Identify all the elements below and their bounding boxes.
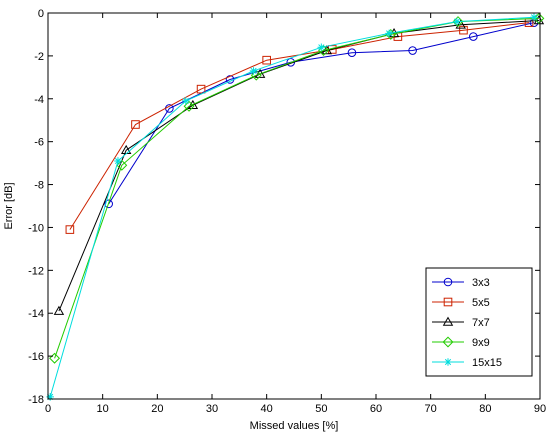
y-axis-title: Error [dB]	[3, 182, 15, 229]
series-line-3x3	[108, 22, 535, 205]
data-point-15x15-3	[249, 67, 258, 75]
data-point-15x15-2	[181, 97, 190, 105]
legend-entry-9x9: 9x9	[432, 336, 490, 349]
x-tick-label: 0	[45, 403, 51, 415]
data-point-3x3-0	[104, 199, 113, 209]
legend-marker-7x7	[442, 316, 454, 326]
legend-marker-5x5	[443, 297, 453, 307]
data-point-5x5-6	[459, 25, 468, 35]
y-tick-label: -14	[28, 308, 44, 320]
legend-marker-3x3	[443, 277, 453, 287]
data-point-15x15-7	[530, 13, 538, 22]
data-point-3x3-4	[347, 48, 357, 57]
legend-marker-15x15	[444, 358, 452, 366]
x-tick-label: 50	[315, 403, 327, 415]
legend-entry-15x15: 15x15	[432, 357, 502, 369]
legend: 3x3 5x5 7x7 9x9 15x15	[425, 267, 533, 377]
data-point-15x15-1	[114, 157, 122, 165]
y-tick-label: -16	[28, 351, 44, 363]
x-tick-label: 80	[479, 403, 491, 415]
x-tick-label: 90	[534, 403, 546, 415]
legend-label-7x7: 7x7	[472, 317, 490, 329]
data-point-3x3-5	[408, 46, 417, 55]
data-point-15x15-0	[46, 393, 54, 401]
data-point-9x9-7	[533, 12, 545, 24]
axes: 0 10 20 30 40 50 60 70 80 90 0 -2 -4 -6 -8 -10 -12 -14 -16…	[28, 8, 546, 415]
series-5x5	[65, 18, 534, 234]
legend-marker-9x9	[442, 336, 454, 348]
data-point-15x15-6	[453, 17, 461, 26]
legend-entry-3x3: 3x3	[432, 277, 490, 289]
legend-entry-7x7: 7x7	[432, 316, 490, 329]
x-tick-label: 70	[425, 403, 437, 415]
x-tick-label: 60	[370, 403, 382, 415]
y-tick-label: -4	[34, 94, 44, 106]
y-tick-label: -10	[28, 222, 44, 234]
data-point-15x15-4	[317, 43, 326, 52]
x-tick-label: 30	[206, 403, 218, 415]
data-point-5x5-2	[196, 84, 206, 94]
data-point-7x7-0	[53, 305, 65, 315]
series-line-7x7	[58, 20, 539, 312]
legend-label-5x5: 5x5	[472, 297, 490, 309]
y-tick-label: -8	[34, 180, 44, 192]
data-point-7x7-6	[455, 19, 466, 29]
y-tick-label: -18	[28, 394, 44, 406]
data-point-7x7-2	[187, 99, 199, 109]
data-point-15x15-5	[385, 29, 393, 38]
x-axis-title: Missed values [%]	[250, 420, 339, 432]
series-15x15	[46, 13, 538, 401]
legend-label-9x9: 9x9	[472, 337, 490, 349]
data-point-9x9-1	[116, 159, 128, 171]
x-tick-label: 40	[261, 403, 273, 415]
y-tick-label: -6	[34, 137, 44, 149]
data-point-9x9-0	[49, 352, 61, 364]
data-point-3x3-6	[469, 32, 478, 41]
data-point-5x5-3	[262, 55, 271, 65]
legend-entry-5x5: 5x5	[432, 297, 490, 309]
legend-label-15x15: 15x15	[472, 357, 502, 369]
y-tick-label: -2	[34, 51, 44, 63]
x-tick-label: 20	[151, 403, 163, 415]
plot-area	[46, 12, 545, 401]
series-line-15x15	[49, 16, 535, 398]
x-tick-label: 10	[97, 403, 109, 415]
data-point-5x5-0	[65, 225, 75, 234]
y-tick-label: -12	[28, 265, 44, 277]
plot-frame	[47, 12, 541, 400]
legend-label-3x3: 3x3	[472, 277, 490, 289]
data-point-7x7-3	[254, 68, 266, 78]
y-tick-label: 0	[38, 8, 44, 20]
data-point-5x5-1	[131, 120, 140, 129]
